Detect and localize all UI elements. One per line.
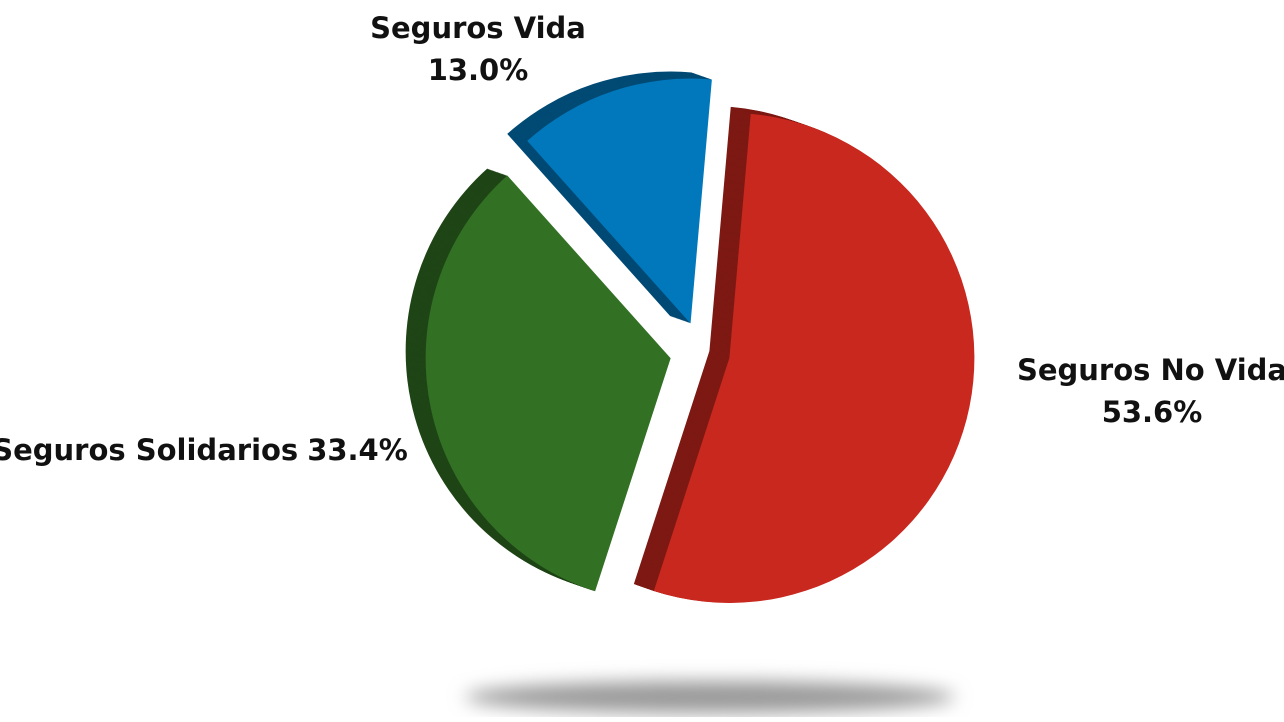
slice xyxy=(527,78,712,324)
labels: Seguros No Vida 53.6% Seguros Solidarios 33… xyxy=(0,11,1284,467)
slice-label-name: Seguros No Vida xyxy=(1017,353,1284,387)
slice-label-name: Seguros Solidarios xyxy=(0,433,298,467)
pie xyxy=(405,71,975,603)
slice-label-name: Seguros Vida xyxy=(370,11,586,45)
slice-label-value: 33.4% xyxy=(307,433,408,467)
slice-label: Seguros Solidarios 33.4% xyxy=(0,433,408,467)
slice-label-value: 53.6% xyxy=(1102,395,1203,429)
slice xyxy=(425,175,671,592)
slice-label-value: 13.0% xyxy=(428,53,529,87)
shadow xyxy=(465,681,955,713)
slice xyxy=(653,113,975,603)
